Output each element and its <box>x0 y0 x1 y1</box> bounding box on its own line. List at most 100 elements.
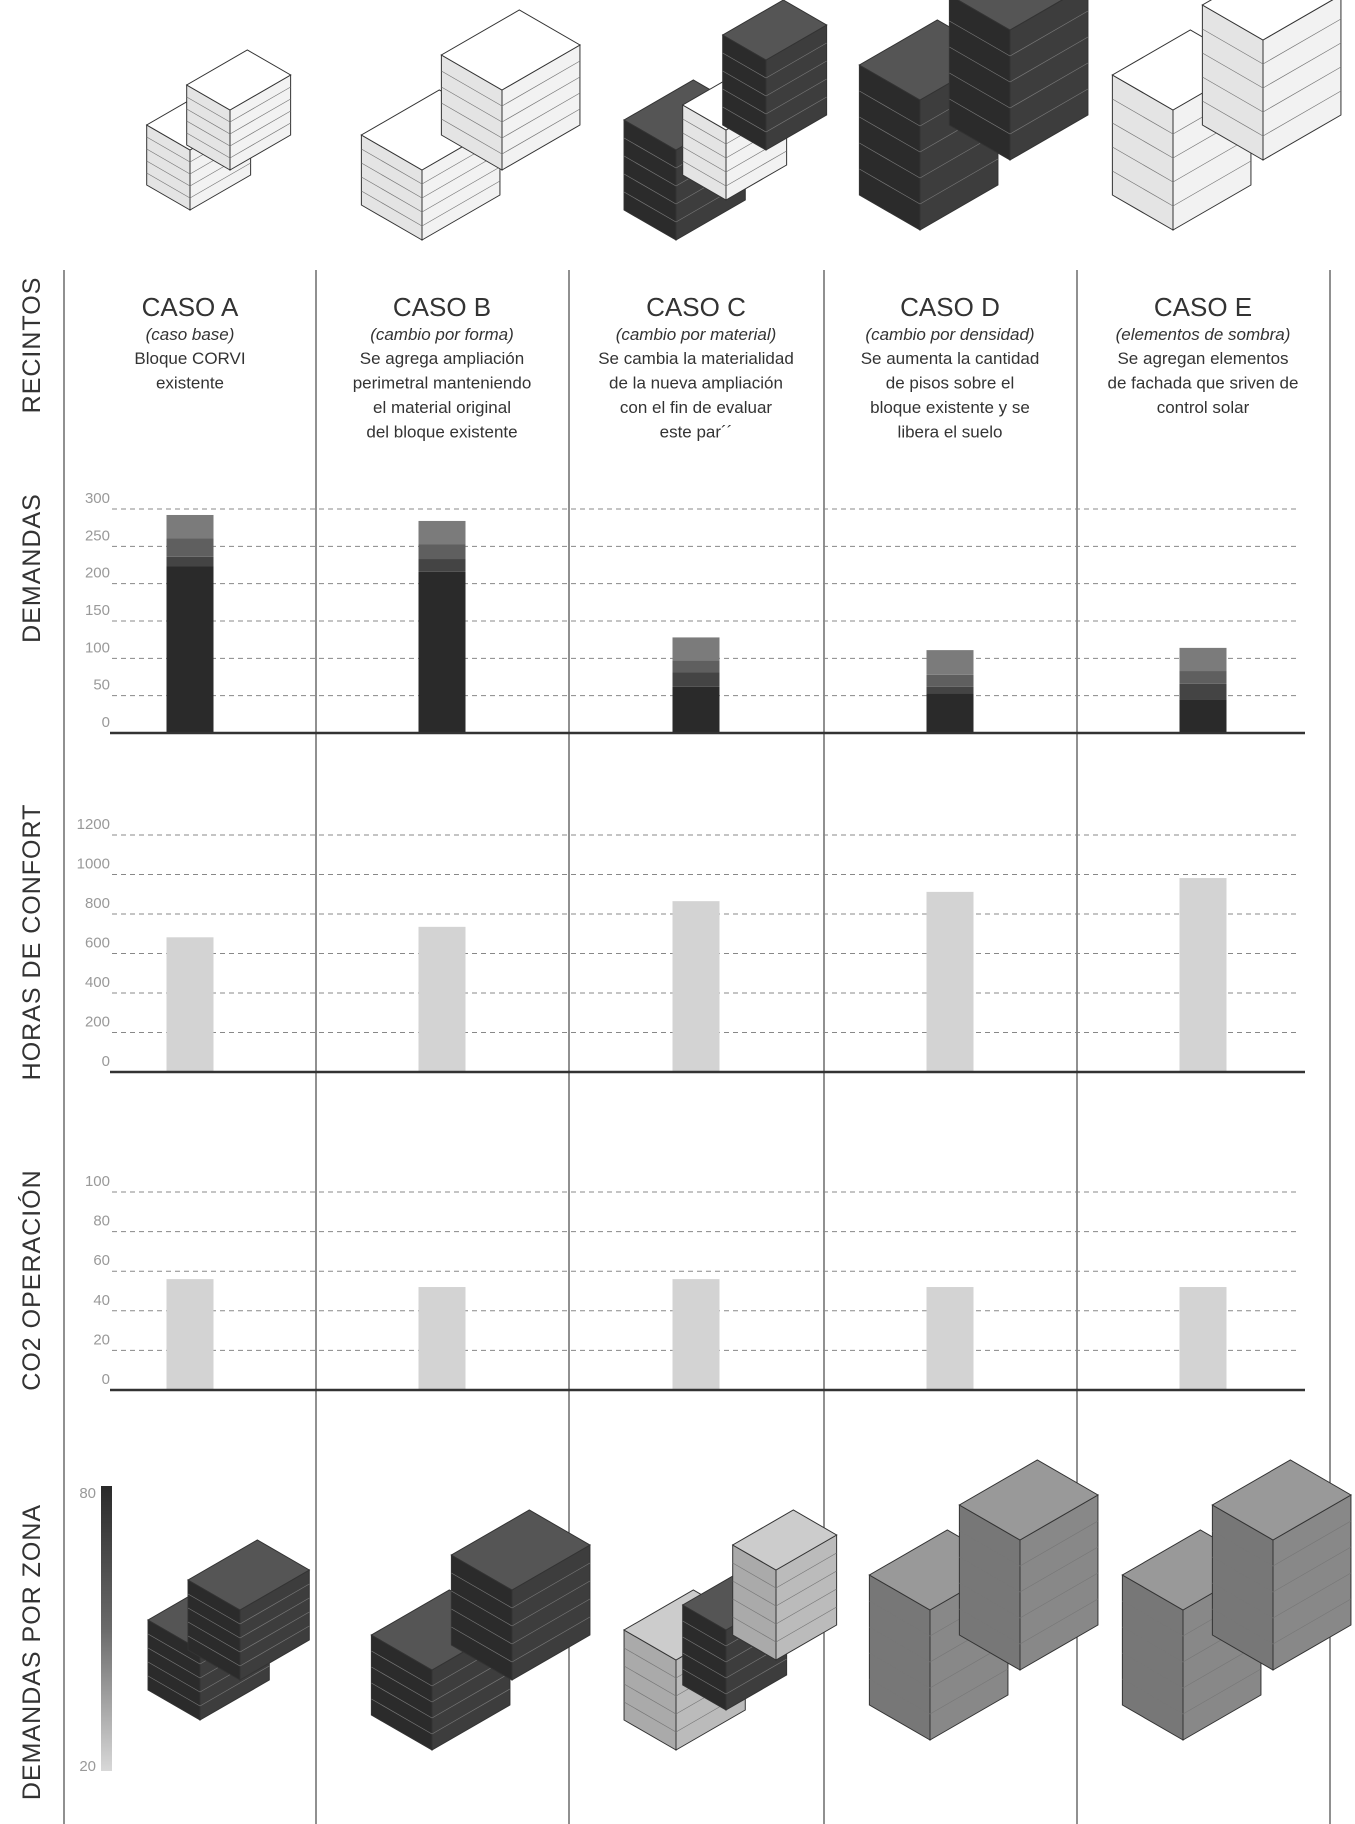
floor-line <box>623 1701 677 1733</box>
y-tick-label: 1000 <box>77 856 110 873</box>
case-description: libera el suelo <box>898 423 1003 442</box>
y-tick-label: 60 <box>93 1252 110 1269</box>
floor-line <box>682 1652 727 1679</box>
floor-line <box>1019 1520 1099 1567</box>
block-face <box>1201 0 1334 41</box>
y-tick-label: 20 <box>93 1331 110 1348</box>
floor-line <box>186 132 231 159</box>
bar-segment <box>1179 671 1227 684</box>
bar <box>1179 878 1227 1072</box>
bar-segment <box>166 566 214 733</box>
floor-line <box>146 172 191 199</box>
block-face <box>440 9 581 91</box>
case-description: este par´´ <box>660 423 733 442</box>
row-label: CO2 OPERACIÓN <box>17 1169 46 1390</box>
floor-line <box>1202 100 1264 137</box>
floor-line <box>1009 36 1089 83</box>
floor-line <box>623 155 677 187</box>
floor-line <box>859 142 921 179</box>
floor-line <box>1272 1520 1352 1567</box>
floor-line <box>1212 1582 1274 1619</box>
floor-line <box>959 1530 1021 1567</box>
floor-line <box>421 180 501 227</box>
bar-segment <box>926 650 974 675</box>
y-tick-label: 200 <box>85 565 110 582</box>
case-description: Se agrega ampliación <box>360 349 524 368</box>
floor-line <box>441 86 503 123</box>
y-tick-label: 100 <box>85 639 110 656</box>
floor-line <box>511 1562 591 1609</box>
floor-line <box>1272 1598 1352 1645</box>
floor-line <box>229 110 291 147</box>
bar <box>926 891 974 1072</box>
bar-segment <box>672 637 720 661</box>
floor-line <box>949 20 1011 57</box>
floor-line <box>1122 1652 1184 1689</box>
block-face <box>957 0 1063 31</box>
floor-line <box>1212 1556 1274 1593</box>
floor-line <box>682 132 727 159</box>
bar <box>672 1279 720 1390</box>
floor-line <box>1019 1546 1099 1593</box>
floor-line <box>859 90 921 127</box>
bar-segment <box>166 538 214 557</box>
y-tick-label: 800 <box>85 895 110 912</box>
floor-line <box>682 1636 727 1663</box>
bar-segment <box>672 686 720 733</box>
floor-line <box>441 118 503 155</box>
floor-line <box>186 108 231 135</box>
case-subtitle: (cambio por forma) <box>370 325 514 344</box>
color-scale <box>101 1486 112 1771</box>
floor-line <box>765 78 827 115</box>
floor-line <box>501 76 581 123</box>
floor-line <box>361 176 423 213</box>
bar <box>166 1279 214 1390</box>
floor-line <box>451 1608 513 1645</box>
floor-line <box>1112 146 1174 183</box>
bar-segment <box>1179 683 1227 700</box>
floor-line <box>765 42 827 79</box>
floor-line <box>146 148 191 175</box>
floor-line <box>1262 66 1342 113</box>
floor-line <box>361 148 423 185</box>
floor-line <box>1112 170 1174 207</box>
row-label: DEMANDAS POR ZONA <box>18 1504 46 1800</box>
block-face <box>1211 1459 1352 1541</box>
floor-line <box>511 1580 591 1627</box>
floor-line <box>623 173 677 205</box>
floor-line <box>775 1588 837 1625</box>
floor-line <box>1202 28 1264 65</box>
case-description: del bloque existente <box>366 423 517 442</box>
case-description: existente <box>156 374 224 393</box>
floor-line <box>441 70 503 107</box>
floor-line <box>722 70 767 97</box>
block-face <box>450 1509 591 1591</box>
floor-line <box>1112 122 1174 159</box>
floor-line <box>1262 18 1342 65</box>
case-title: CASO E <box>1154 292 1252 322</box>
case-description: control solar <box>1157 398 1250 417</box>
floor-line <box>1262 42 1342 89</box>
y-tick-label: 1200 <box>77 816 110 833</box>
floor-line <box>239 1583 310 1625</box>
y-tick-label: 0 <box>102 1053 110 1070</box>
case-subtitle: (cambio por densidad) <box>865 325 1034 344</box>
floor-line <box>682 146 727 173</box>
building-block <box>731 1509 838 1661</box>
floor-line <box>371 1682 433 1719</box>
bar-segment <box>418 571 466 733</box>
floor-line <box>147 1633 201 1665</box>
case-title: CASO A <box>142 292 239 322</box>
building-block <box>948 0 1089 161</box>
block-face <box>958 1459 1099 1541</box>
floor-line <box>1009 62 1089 109</box>
case-description: el material original <box>373 398 511 417</box>
floor-line <box>421 166 501 213</box>
case-description: de pisos sobre el <box>886 374 1015 393</box>
floor-line <box>229 98 291 135</box>
floor-line <box>239 1597 310 1639</box>
floor-line <box>451 1590 513 1627</box>
floor-line <box>682 118 727 145</box>
floor-line <box>451 1626 513 1663</box>
case-subtitle: (caso base) <box>146 325 235 344</box>
